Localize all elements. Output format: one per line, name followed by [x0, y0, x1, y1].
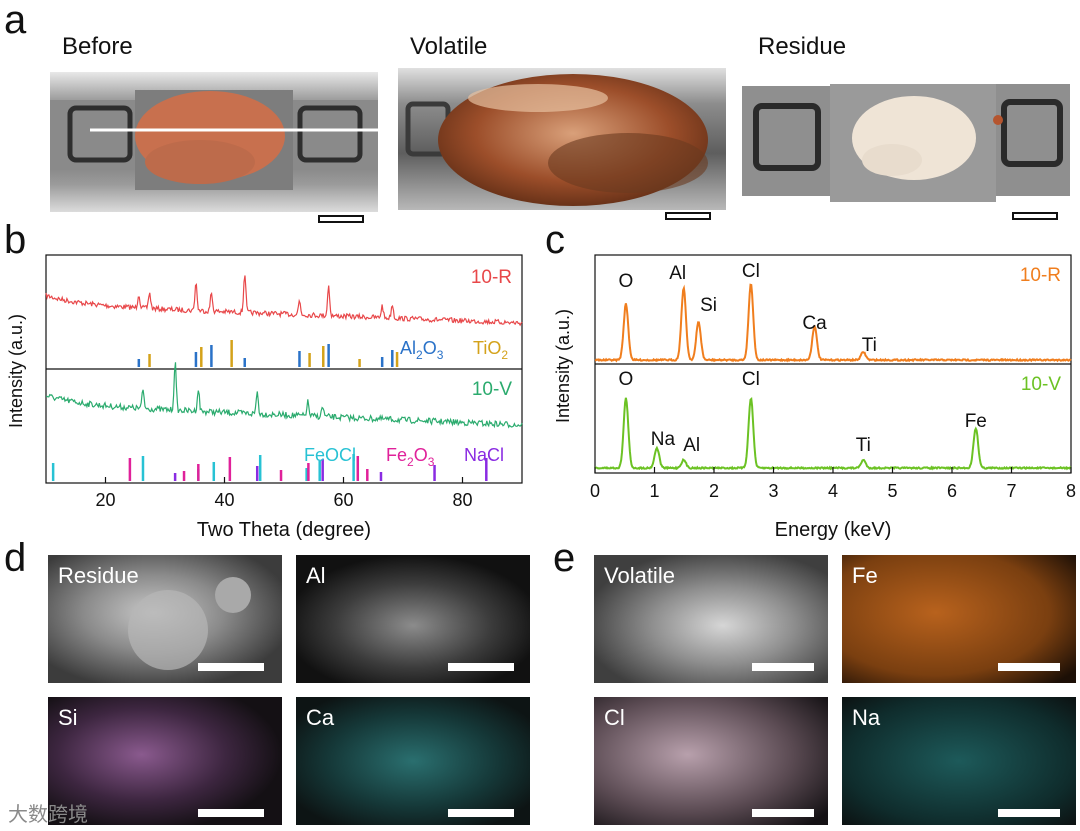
panel-c-letter: c	[545, 218, 565, 262]
panel-a-letter: a	[4, 0, 27, 42]
photo-before-title: Before	[62, 33, 133, 60]
xrd-tick-label: 80	[452, 490, 472, 510]
eds-peak-label-bottom-cl: Cl	[742, 369, 760, 390]
eds-peak-label-bottom-al: Al	[683, 435, 700, 456]
map-fe-label: Fe	[852, 563, 878, 588]
panel-b-letter: b	[4, 218, 27, 262]
ref-label-tio2: TiO2	[473, 338, 508, 362]
map-ca-label: Ca	[306, 705, 335, 730]
eds-xlabel: Energy (keV)	[775, 519, 892, 541]
photo-residue-title: Residue	[758, 33, 847, 60]
map-si: Si	[48, 697, 282, 825]
eds-peak-label-top-o: O	[619, 271, 634, 292]
map-ca-scalebar	[448, 809, 514, 817]
xrd-series-10-V	[45, 362, 523, 429]
map-na-label: Na	[852, 705, 881, 730]
ref-label-feocl: FeOCl	[304, 445, 356, 465]
eds-tick-label: 0	[590, 481, 600, 501]
map-na-scalebar	[998, 809, 1060, 817]
scale-bar-volatile	[665, 212, 711, 220]
xrd-ylabel: Intensity (a.u.)	[6, 314, 26, 428]
ref-label-al2o3: Al2O3	[400, 338, 444, 362]
eds-top-sample-label: 10-R	[1020, 265, 1061, 286]
xrd-tick-label: 40	[214, 490, 234, 510]
sem-volatile: Volatile	[594, 555, 828, 683]
eds-ylabel: Intensity (a.u.)	[553, 309, 573, 423]
xrd-top-sample-label: 10-R	[471, 267, 512, 288]
map-fe-scalebar	[998, 663, 1060, 671]
scale-bar-residue	[1012, 212, 1058, 220]
eds-peak-label-top-cl: Cl	[742, 261, 760, 282]
sem-residue-label: Residue	[58, 563, 139, 588]
map-fe: Fe	[842, 555, 1076, 683]
eds-tick-label: 1	[649, 481, 659, 501]
eds-peak-label-bottom-o: O	[619, 369, 634, 390]
eds-peak-label-top-al: Al	[669, 263, 686, 284]
ref-label-nacl: NaCl	[464, 445, 504, 465]
xrd-xlabel: Two Theta (degree)	[197, 519, 371, 541]
xrd-tick-label: 60	[333, 490, 353, 510]
sem-volatile-label: Volatile	[604, 563, 675, 588]
xrd-chart: 20 40 60 80 10-R 10-V Al2O3 TiO2 FeOCl Fe2O…	[6, 254, 523, 541]
panel-e-letter: e	[553, 536, 576, 580]
eds-peak-label-top-ca: Ca	[802, 313, 827, 334]
map-ca: Ca	[296, 697, 530, 825]
map-na: Na	[842, 697, 1076, 825]
map-si-label: Si	[58, 705, 78, 730]
xrd-series-10-R	[45, 275, 523, 327]
eds-tick-label: 2	[709, 481, 719, 501]
xrd-tick-label: 20	[95, 490, 115, 510]
eds-peak-label-bottom-ti: Ti	[856, 435, 871, 456]
map-cl: Cl	[594, 697, 828, 825]
xrd-bottom-sample-label: 10-V	[472, 379, 512, 400]
eds-peak-label-bottom-fe: Fe	[965, 411, 987, 432]
sem-volatile-scalebar	[752, 663, 814, 671]
photo-volatile	[398, 68, 726, 210]
map-al-scalebar	[448, 663, 514, 671]
map-al: Al	[296, 555, 530, 683]
watermark: 大数跨境	[8, 804, 88, 826]
eds-tick-label: 5	[887, 481, 897, 501]
ref-label-fe2o3: Fe2O3	[386, 445, 435, 469]
photo-residue	[742, 80, 1070, 205]
scale-bar-before	[318, 215, 364, 223]
map-si-scalebar	[198, 809, 264, 817]
eds-tick-label: 7	[1006, 481, 1016, 501]
map-cl-scalebar	[752, 809, 814, 817]
eds-tick-label: 3	[768, 481, 778, 501]
eds-tick-label: 6	[947, 481, 957, 501]
eds-tick-label: 8	[1066, 481, 1076, 501]
eds-bottom-sample-label: 10-V	[1021, 374, 1061, 395]
eds-series-10-R	[594, 283, 1072, 363]
sem-residue-scalebar	[198, 663, 264, 671]
eds-peak-label-top-si: Si	[700, 295, 717, 316]
eds-tick-label: 4	[828, 481, 838, 501]
eds-peak-label-bottom-na: Na	[651, 429, 676, 450]
eds-chart: 0 1 2 3 4 5 6 7 8 O Al Si Cl Ca Ti O Na Al Cl Ti Fe 10-R 10…	[553, 254, 1076, 541]
map-cl-label: Cl	[604, 705, 625, 730]
photo-before	[50, 72, 378, 212]
map-al-label: Al	[306, 563, 326, 588]
sem-residue: Residue	[48, 555, 282, 683]
eds-peak-label-top-ti: Ti	[862, 335, 877, 356]
panel-d-letter: d	[4, 536, 27, 580]
photo-volatile-title: Volatile	[410, 33, 488, 60]
